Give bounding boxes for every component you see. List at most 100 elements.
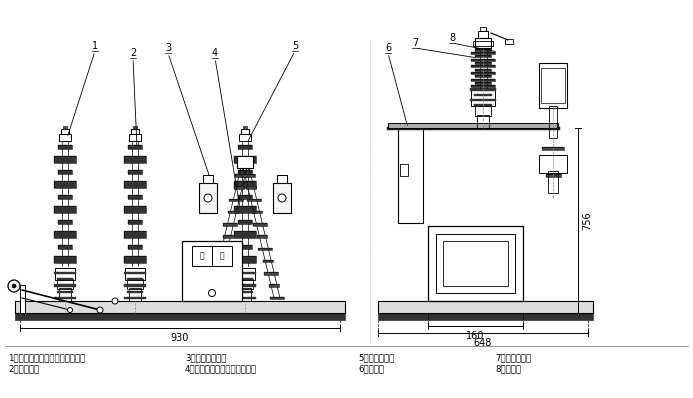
Bar xyxy=(471,86,495,87)
Bar xyxy=(234,285,256,287)
Text: 756: 756 xyxy=(582,212,592,230)
Bar xyxy=(234,181,256,188)
Bar xyxy=(211,285,221,287)
Bar xyxy=(477,115,489,128)
Bar xyxy=(478,31,488,38)
Bar xyxy=(475,82,491,84)
Circle shape xyxy=(12,284,16,288)
Bar xyxy=(63,126,67,129)
Bar xyxy=(124,206,146,213)
Bar xyxy=(252,223,267,226)
Circle shape xyxy=(204,194,212,202)
Bar xyxy=(505,39,513,44)
Bar xyxy=(238,245,252,250)
Bar xyxy=(475,75,491,77)
Text: 1: 1 xyxy=(92,41,98,51)
Bar xyxy=(238,245,252,250)
Bar xyxy=(128,170,142,174)
Bar xyxy=(54,231,76,238)
Bar xyxy=(545,174,561,177)
Bar xyxy=(471,59,495,60)
Bar xyxy=(54,206,76,213)
Bar xyxy=(443,241,508,286)
Bar xyxy=(270,297,284,299)
Bar xyxy=(263,260,273,262)
Bar xyxy=(247,199,261,201)
Circle shape xyxy=(278,194,286,202)
Bar xyxy=(124,256,146,263)
Bar xyxy=(58,145,72,149)
Bar xyxy=(127,291,143,293)
Bar xyxy=(124,285,146,287)
Bar xyxy=(223,223,238,226)
Bar xyxy=(252,211,262,213)
Bar xyxy=(239,288,251,301)
Bar xyxy=(203,175,213,183)
Bar xyxy=(246,186,256,189)
Bar xyxy=(229,211,238,213)
Bar xyxy=(54,156,76,163)
Bar xyxy=(273,183,291,213)
Bar xyxy=(241,174,255,177)
Bar xyxy=(229,199,243,201)
Bar xyxy=(237,279,253,289)
Bar xyxy=(400,164,408,176)
Bar xyxy=(20,285,25,313)
Bar xyxy=(471,72,495,74)
Text: 分: 分 xyxy=(220,252,225,261)
Bar xyxy=(471,89,495,106)
Bar xyxy=(471,52,495,54)
Bar xyxy=(539,63,567,108)
Bar xyxy=(238,170,252,174)
Bar xyxy=(234,156,256,163)
Bar xyxy=(264,272,278,275)
Bar xyxy=(206,297,220,299)
Text: 合: 合 xyxy=(200,252,204,261)
Bar xyxy=(54,206,76,213)
Text: 4．机箱（内装永磁操动机构）: 4．机箱（内装永磁操动机构） xyxy=(185,364,257,373)
Bar xyxy=(239,134,251,141)
Bar xyxy=(55,268,75,280)
Bar xyxy=(240,162,250,164)
Bar xyxy=(217,260,227,262)
Bar xyxy=(58,170,72,174)
Bar xyxy=(54,256,76,263)
Bar xyxy=(470,99,496,101)
Bar xyxy=(15,313,345,320)
Bar xyxy=(124,206,146,213)
Bar xyxy=(234,206,256,213)
Text: 1．上绝缘筒（内有真空灭弧室）: 1．上绝缘筒（内有真空灭弧室） xyxy=(8,353,85,362)
Text: 648: 648 xyxy=(474,338,492,348)
Bar xyxy=(470,88,496,91)
Bar xyxy=(388,123,558,128)
Bar xyxy=(258,248,272,250)
Bar xyxy=(212,246,232,266)
Bar xyxy=(277,175,287,183)
Bar xyxy=(124,181,146,188)
Bar xyxy=(217,260,227,262)
Bar xyxy=(15,301,345,313)
Bar xyxy=(58,145,72,149)
Bar xyxy=(128,245,142,250)
Text: 3: 3 xyxy=(165,43,171,53)
Bar xyxy=(471,72,495,74)
Text: 4: 4 xyxy=(212,48,218,58)
Bar xyxy=(57,278,73,280)
Bar xyxy=(474,94,492,96)
Bar xyxy=(475,82,491,84)
Bar xyxy=(218,248,231,250)
Bar xyxy=(58,245,72,250)
Bar xyxy=(475,75,491,77)
Bar xyxy=(229,211,238,213)
Bar xyxy=(475,55,491,57)
Bar xyxy=(539,155,567,173)
Bar xyxy=(241,174,255,177)
Bar xyxy=(234,256,256,263)
Text: 7: 7 xyxy=(412,38,418,48)
Bar xyxy=(471,52,495,54)
Bar xyxy=(252,223,267,226)
Bar xyxy=(471,65,495,67)
Bar xyxy=(211,285,221,287)
Bar xyxy=(471,65,495,67)
Bar xyxy=(542,165,564,168)
